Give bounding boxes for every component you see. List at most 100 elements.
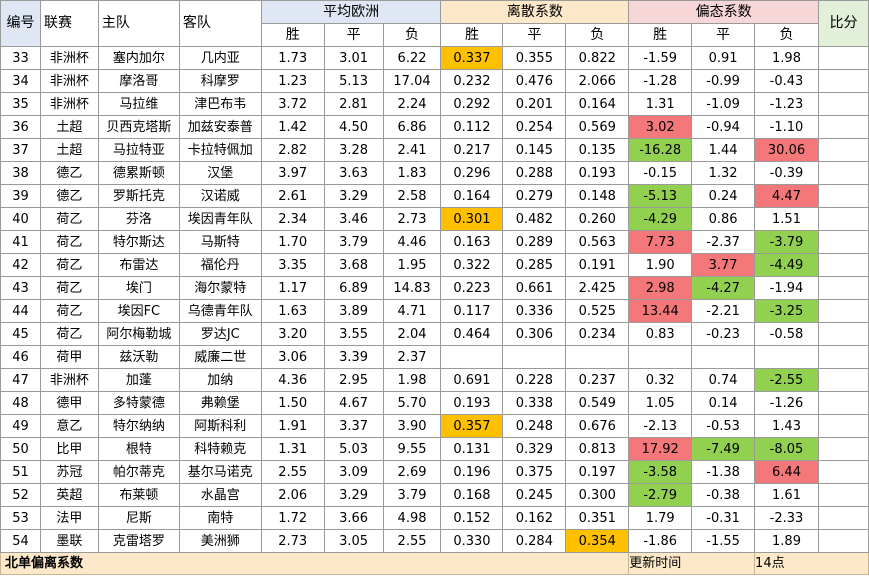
cell-bias-lose[interactable]: -4.49	[754, 253, 819, 277]
cell-odds-win[interactable]: 1.70	[260, 230, 325, 254]
cell-league[interactable]: 非洲杯	[39, 368, 99, 392]
cell-league[interactable]: 非洲杯	[39, 46, 99, 70]
cell-home[interactable]: 芬洛	[97, 207, 180, 231]
cell-odds-draw[interactable]: 3.46	[323, 207, 384, 231]
cell-id[interactable]: 52	[0, 483, 41, 507]
cell-bias-draw[interactable]: -4.27	[691, 276, 756, 300]
cell-score[interactable]	[817, 161, 869, 185]
cell-disp-win[interactable]: 0.464	[440, 322, 504, 346]
cell-bias-win[interactable]	[628, 345, 693, 369]
cell-odds-lose[interactable]: 3.79	[382, 483, 442, 507]
cell-score[interactable]	[817, 414, 869, 438]
cell-odds-win[interactable]: 1.73	[260, 46, 325, 70]
cell-disp-win[interactable]: 0.164	[440, 184, 504, 208]
cell-disp-draw[interactable]: 0.284	[502, 529, 567, 553]
cell-bias-win[interactable]: 1.79	[628, 506, 693, 530]
cell-away[interactable]: 津巴布韦	[178, 92, 262, 116]
cell-odds-win[interactable]: 2.73	[260, 529, 325, 553]
cell-disp-win[interactable]: 0.196	[440, 460, 504, 484]
cell-away[interactable]: 埃因青年队	[178, 207, 262, 231]
cell-disp-draw[interactable]: 0.329	[502, 437, 567, 461]
cell-bias-lose[interactable]: -1.10	[754, 115, 819, 139]
cell-odds-lose[interactable]: 2.73	[382, 207, 442, 231]
cell-odds-draw[interactable]: 3.29	[323, 184, 384, 208]
cell-disp-lose[interactable]: 0.135	[565, 138, 630, 162]
cell-disp-draw[interactable]: 0.162	[502, 506, 567, 530]
cell-bias-win[interactable]: 2.98	[628, 276, 693, 300]
cell-league[interactable]: 荷乙	[39, 207, 99, 231]
cell-bias-lose[interactable]: -0.58	[754, 322, 819, 346]
cell-home[interactable]: 埃门	[97, 276, 180, 300]
cell-odds-lose[interactable]: 3.90	[382, 414, 442, 438]
cell-disp-lose[interactable]: 0.354	[565, 529, 630, 553]
cell-bias-lose[interactable]: 1.51	[754, 207, 819, 231]
cell-disp-lose[interactable]: 2.066	[565, 69, 630, 93]
cell-away[interactable]: 乌德青年队	[178, 299, 262, 323]
cell-league[interactable]: 荷乙	[39, 276, 99, 300]
cell-disp-win[interactable]: 0.322	[440, 253, 504, 277]
cell-league[interactable]: 意乙	[39, 414, 99, 438]
cell-league[interactable]: 德甲	[39, 391, 99, 415]
cell-league[interactable]: 比甲	[39, 437, 99, 461]
cell-odds-lose[interactable]: 9.55	[382, 437, 442, 461]
cell-disp-win[interactable]: 0.296	[440, 161, 504, 185]
cell-score[interactable]	[817, 92, 869, 116]
cell-disp-draw[interactable]: 0.336	[502, 299, 567, 323]
cell-away[interactable]: 弗赖堡	[178, 391, 262, 415]
cell-odds-lose[interactable]: 2.58	[382, 184, 442, 208]
cell-id[interactable]: 53	[0, 506, 41, 530]
cell-id[interactable]: 46	[0, 345, 41, 369]
cell-id[interactable]: 54	[0, 529, 41, 553]
cell-bias-draw[interactable]: -0.23	[691, 322, 756, 346]
cell-bias-draw[interactable]: -0.99	[691, 69, 756, 93]
cell-score[interactable]	[817, 460, 869, 484]
cell-league[interactable]: 墨联	[39, 529, 99, 553]
cell-away[interactable]: 加兹安泰普	[178, 115, 262, 139]
cell-odds-draw[interactable]: 4.50	[323, 115, 384, 139]
cell-bias-draw[interactable]	[691, 345, 756, 369]
cell-league[interactable]: 德乙	[39, 161, 99, 185]
cell-odds-win[interactable]: 1.50	[260, 391, 325, 415]
cell-id[interactable]: 36	[0, 115, 41, 139]
cell-score[interactable]	[817, 322, 869, 346]
cell-league[interactable]: 英超	[39, 483, 99, 507]
cell-score[interactable]	[817, 184, 869, 208]
cell-home[interactable]: 摩洛哥	[97, 69, 180, 93]
cell-odds-draw[interactable]: 3.63	[323, 161, 384, 185]
cell-score[interactable]	[817, 299, 869, 323]
cell-home[interactable]: 埃因FC	[97, 299, 180, 323]
cell-odds-win[interactable]: 2.82	[260, 138, 325, 162]
cell-bias-lose[interactable]: 1.43	[754, 414, 819, 438]
cell-odds-win[interactable]: 3.97	[260, 161, 325, 185]
cell-home[interactable]: 特尔纳纳	[97, 414, 180, 438]
cell-home[interactable]: 布雷达	[97, 253, 180, 277]
cell-disp-win[interactable]: 0.691	[440, 368, 504, 392]
cell-disp-win[interactable]: 0.152	[440, 506, 504, 530]
cell-league[interactable]: 荷乙	[39, 322, 99, 346]
cell-away[interactable]: 卡拉特佩加	[178, 138, 262, 162]
cell-odds-lose[interactable]: 1.98	[382, 368, 442, 392]
cell-bias-win[interactable]: -2.13	[628, 414, 693, 438]
cell-odds-draw[interactable]: 2.95	[323, 368, 384, 392]
cell-odds-win[interactable]: 1.42	[260, 115, 325, 139]
cell-disp-lose[interactable]	[565, 345, 630, 369]
cell-odds-lose[interactable]: 17.04	[382, 69, 442, 93]
cell-odds-lose[interactable]: 4.46	[382, 230, 442, 254]
cell-disp-lose[interactable]: 0.813	[565, 437, 630, 461]
cell-id[interactable]: 38	[0, 161, 41, 185]
cell-bias-lose[interactable]: 30.06	[754, 138, 819, 162]
cell-odds-win[interactable]: 2.55	[260, 460, 325, 484]
cell-odds-draw[interactable]: 4.67	[323, 391, 384, 415]
cell-bias-draw[interactable]: -1.55	[691, 529, 756, 553]
cell-odds-draw[interactable]: 3.79	[323, 230, 384, 254]
cell-odds-draw[interactable]: 2.81	[323, 92, 384, 116]
cell-id[interactable]: 45	[0, 322, 41, 346]
cell-id[interactable]: 49	[0, 414, 41, 438]
cell-disp-lose[interactable]: 0.525	[565, 299, 630, 323]
cell-score[interactable]	[817, 506, 869, 530]
cell-disp-lose[interactable]: 0.237	[565, 368, 630, 392]
cell-odds-lose[interactable]: 4.98	[382, 506, 442, 530]
cell-bias-win[interactable]: 13.44	[628, 299, 693, 323]
cell-league[interactable]: 荷乙	[39, 299, 99, 323]
cell-odds-win[interactable]: 3.72	[260, 92, 325, 116]
